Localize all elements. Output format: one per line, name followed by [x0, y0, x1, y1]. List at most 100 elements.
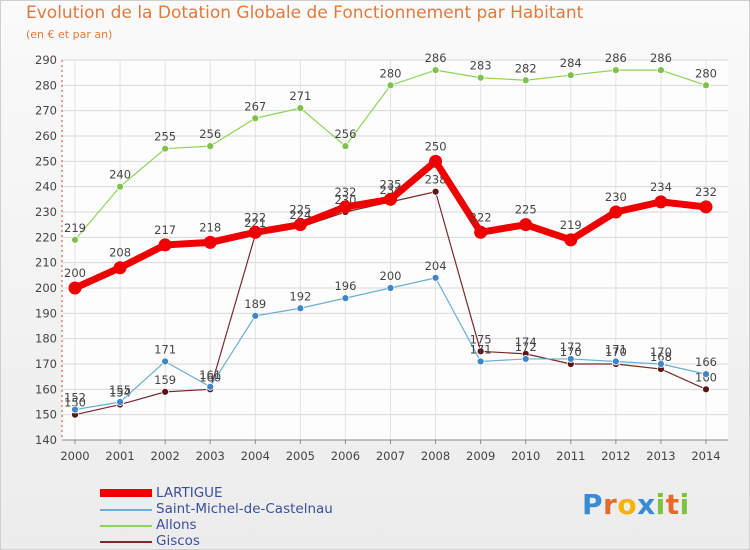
- data-point-lartigue: [699, 200, 713, 214]
- y-tick-label: 140: [35, 433, 57, 447]
- data-point-allons: [566, 71, 575, 80]
- x-tick-label: 2008: [421, 449, 450, 463]
- data-point-lartigue: [564, 233, 578, 247]
- y-tick-label: 200: [35, 281, 57, 295]
- data-label-lartigue: 230: [605, 190, 627, 204]
- y-tick-label: 280: [35, 78, 57, 92]
- data-label-lartigue: 250: [425, 139, 447, 153]
- y-tick-label: 180: [35, 332, 57, 346]
- data-label-saint-michel-de-castelnau: 161: [199, 368, 221, 382]
- data-point-saint-michel-de-castelnau: [566, 355, 575, 363]
- y-tick-label: 220: [35, 230, 57, 244]
- data-point-lartigue: [113, 261, 127, 275]
- data-point-lartigue: [384, 192, 397, 206]
- data-label-lartigue: 219: [560, 218, 582, 232]
- data-label-allons: 280: [695, 66, 717, 80]
- x-tick-label: 2007: [376, 449, 405, 463]
- y-tick-label: 190: [35, 306, 57, 320]
- data-point-giscos: [476, 347, 485, 356]
- y-tick-label: 160: [35, 382, 57, 396]
- x-tick-label: 2006: [331, 449, 360, 463]
- data-label-giscos: 175: [470, 332, 492, 346]
- data-point-saint-michel-de-castelnau: [116, 398, 124, 406]
- data-label-lartigue: 218: [199, 220, 221, 234]
- y-tick-label: 290: [35, 53, 57, 67]
- data-label-giscos: 154: [109, 386, 131, 400]
- legend-swatch: [100, 509, 152, 511]
- data-label-giscos: 150: [64, 396, 86, 410]
- y-tick-label: 170: [35, 357, 57, 371]
- data-point-allons: [296, 104, 305, 113]
- data-point-allons: [116, 182, 124, 191]
- data-label-allons: 280: [380, 66, 402, 80]
- data-label-saint-michel-de-castelnau: 189: [244, 297, 266, 311]
- data-point-lartigue: [158, 238, 172, 252]
- y-tick-label: 210: [35, 256, 57, 270]
- x-tick-label: 2009: [466, 449, 495, 463]
- data-point-allons: [161, 144, 170, 153]
- x-tick-label: 2000: [60, 449, 89, 463]
- data-point-allons: [521, 76, 530, 85]
- data-point-saint-michel-de-castelnau: [161, 357, 170, 366]
- data-label-lartigue: 217: [154, 223, 176, 237]
- legend-label: Allons: [156, 517, 197, 533]
- data-point-lartigue: [293, 218, 307, 232]
- x-tick-label: 2003: [196, 449, 225, 463]
- data-label-allons: 256: [199, 127, 221, 141]
- data-point-giscos: [702, 385, 710, 394]
- y-tick-label: 240: [35, 180, 57, 194]
- data-label-saint-michel-de-castelnau: 155: [109, 383, 131, 397]
- data-point-saint-michel-de-castelnau: [296, 304, 305, 313]
- plot-area: [62, 60, 728, 440]
- data-point-allons: [386, 81, 395, 90]
- data-label-allons: 255: [154, 130, 176, 144]
- data-label-allons: 284: [560, 56, 582, 70]
- data-point-allons: [206, 142, 215, 151]
- data-label-saint-michel-de-castelnau: 152: [64, 391, 86, 405]
- data-label-lartigue: 234: [650, 180, 672, 194]
- data-label-allons: 219: [64, 221, 86, 235]
- data-point-allons: [611, 66, 620, 75]
- data-point-lartigue: [203, 235, 217, 249]
- data-point-saint-michel-de-castelnau: [657, 360, 665, 368]
- data-point-saint-michel-de-castelnau: [341, 294, 350, 303]
- data-label-lartigue: 232: [334, 185, 356, 199]
- y-tick-label: 250: [35, 154, 57, 168]
- data-label-giscos: 224: [289, 208, 311, 222]
- y-tick-label: 260: [35, 129, 57, 143]
- proxiti-logo: Proxiti: [582, 488, 690, 521]
- data-label-lartigue: 232: [695, 185, 717, 199]
- data-label-giscos: 170: [605, 345, 627, 359]
- data-label-giscos: 159: [154, 373, 176, 387]
- data-label-saint-michel-de-castelnau: 196: [334, 279, 356, 293]
- data-label-saint-michel-de-castelnau: 192: [289, 289, 311, 303]
- x-tick-label: 2013: [646, 449, 675, 463]
- data-label-allons: 271: [289, 89, 311, 103]
- data-label-saint-michel-de-castelnau: 171: [470, 342, 492, 356]
- data-label-allons: 286: [425, 51, 447, 65]
- data-point-saint-michel-de-castelnau: [476, 357, 485, 366]
- data-point-giscos: [161, 387, 170, 396]
- data-point-lartigue: [609, 205, 623, 219]
- data-point-saint-michel-de-castelnau: [386, 284, 395, 292]
- legend-label: LARTIGUE: [156, 485, 223, 501]
- data-point-saint-michel-de-castelnau: [71, 405, 79, 414]
- data-point-allons: [341, 142, 350, 151]
- data-point-saint-michel-de-castelnau: [702, 370, 710, 379]
- data-label-lartigue: 235: [380, 177, 402, 191]
- data-label-giscos: 168: [650, 350, 672, 364]
- data-label-lartigue: 200: [64, 266, 86, 280]
- data-point-saint-michel-de-castelnau: [206, 382, 215, 391]
- data-point-saint-michel-de-castelnau: [521, 355, 530, 363]
- x-tick-label: 2014: [691, 449, 720, 463]
- x-tick-label: 2010: [511, 449, 540, 463]
- data-label-allons: 256: [334, 127, 356, 141]
- data-label-allons: 240: [109, 168, 131, 182]
- data-label-allons: 282: [515, 61, 537, 75]
- data-label-allons: 286: [605, 51, 627, 65]
- data-label-saint-michel-de-castelnau: 171: [154, 342, 176, 356]
- data-point-lartigue: [519, 218, 533, 232]
- y-tick-label: 230: [35, 205, 57, 219]
- data-point-lartigue: [429, 154, 443, 168]
- legend-label: Giscos: [156, 533, 200, 549]
